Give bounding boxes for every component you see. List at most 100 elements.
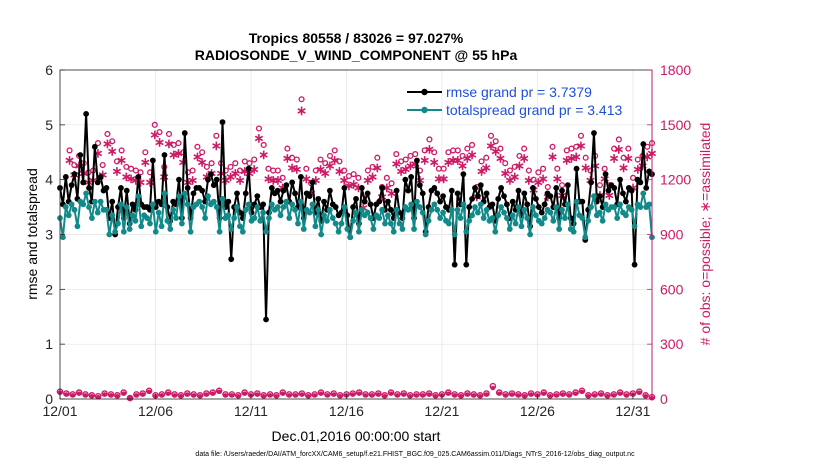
obs-bottom-assimilated-marker [401,392,406,397]
rmse-point [176,176,182,183]
obs-bottom-assimilated-marker [204,392,209,397]
obs-assimilated-marker: ∗ [277,180,288,195]
obs-bottom-assimilated-marker [185,392,190,397]
totalspread-point [109,212,116,219]
rmse-point [181,130,188,136]
obs-assimilated-marker: ∗ [604,187,615,202]
totalspread-point [97,198,104,205]
rmse-point [71,171,78,178]
totalspread-point [573,198,580,205]
obs-assimilated-marker: ∗ [254,131,265,146]
totalspread-point [588,204,594,210]
obs-possible-marker [511,163,518,170]
obs-bottom-assimilated-marker [267,393,273,398]
rmse-point [588,179,594,186]
rmse-point [501,193,507,200]
obs-possible-marker [322,160,329,167]
rmse-point [94,179,101,186]
obs-possible-marker [213,132,220,139]
totalspread-point [103,206,110,213]
obs-possible-marker [255,125,263,132]
totalspread-point [149,201,156,208]
obs-possible-marker [189,167,196,174]
obs-assimilated-marker: ∗ [97,167,108,182]
rmse-point [402,176,409,183]
obs-possible-marker [369,163,376,170]
totalspread-point [367,215,374,221]
totalspread-point [553,204,560,210]
obs-assimilated-marker: ∗ [334,164,345,179]
obs-possible-marker [426,136,433,143]
totalspread-point [396,220,403,227]
rmse-point [605,187,612,194]
rmse-point [460,171,467,178]
totalspread-point [495,212,502,219]
rmse-point [535,204,542,210]
obs-bottom-assimilated-marker [369,393,375,398]
obs-assimilated-marker: ∗ [419,153,430,168]
rmse-point [596,193,603,200]
obs-possible-marker [317,156,324,163]
obs-possible-marker [99,161,106,169]
rmse-point [611,184,618,191]
rmse-point [533,195,539,202]
totalspread-point [579,215,586,221]
obs-possible-marker [109,138,116,145]
totalspread-point [405,206,412,213]
rmse-point [620,190,626,197]
totalspread-point [118,201,124,208]
obs-possible-marker [487,132,495,139]
totalspread-point [91,198,98,205]
obs-assimilated-marker: ∗ [386,185,397,200]
rmse-point [263,316,269,323]
obs-possible-marker [483,154,490,161]
rmse-point [190,190,197,197]
rmse-point [367,201,374,208]
obs-bottom-assimilated-marker [516,393,521,398]
obs-bottom-assimilated-marker [560,392,566,397]
obs-assimilated-marker: ∗ [93,145,104,160]
totalspread-point [300,226,307,232]
rmse-point [283,182,290,189]
obs-bottom-assimilated-marker [573,391,578,396]
obs-bottom-assimilated-marker [382,394,387,399]
totalspread-point [202,215,208,221]
obs-bottom-assimilated-marker [293,393,298,398]
rmse-point [260,201,267,208]
obs-assimilated-marker: ∗ [282,151,293,166]
obs-bottom-assimilated-marker [490,385,496,391]
totalspread-point [376,215,383,221]
rmse-point [643,184,650,191]
totalspread-point [132,217,139,224]
obs-possible-marker [615,136,622,143]
totalspread-point [347,234,354,241]
totalspread-point [315,206,322,213]
obs-possible-marker [540,165,547,172]
rmse-point [219,119,226,125]
rmse-point [103,184,110,191]
obs-bottom-assimilated-marker [446,391,451,396]
totalspread-point [231,215,238,221]
obs-assimilated-marker: ∗ [268,173,279,188]
totalspread-point [556,226,563,232]
obs-assimilated-marker: ∗ [111,164,122,179]
totalspread-point [225,212,232,219]
totalspread-point [126,226,133,232]
totalspread-point [370,226,377,232]
totalspread-point [399,226,406,232]
obs-possible-marker [175,140,182,147]
obs-bottom-assimilated-marker [70,393,75,398]
obs-assimilated-marker: ∗ [107,143,118,158]
obs-possible-marker [587,167,594,174]
rmse-point [477,182,484,189]
rmse-point [68,182,75,189]
obs-bottom-assimilated-marker [89,394,95,399]
totalspread-point [492,228,499,235]
obs-assimilated-marker: ∗ [197,154,208,169]
totalspread-point [277,212,284,219]
obs-assimilated-marker: ∗ [443,154,454,169]
rmse-point [161,152,168,158]
obs-bottom-assimilated-marker [108,393,114,398]
rmse-point [225,198,232,205]
rmse-point [210,182,217,189]
